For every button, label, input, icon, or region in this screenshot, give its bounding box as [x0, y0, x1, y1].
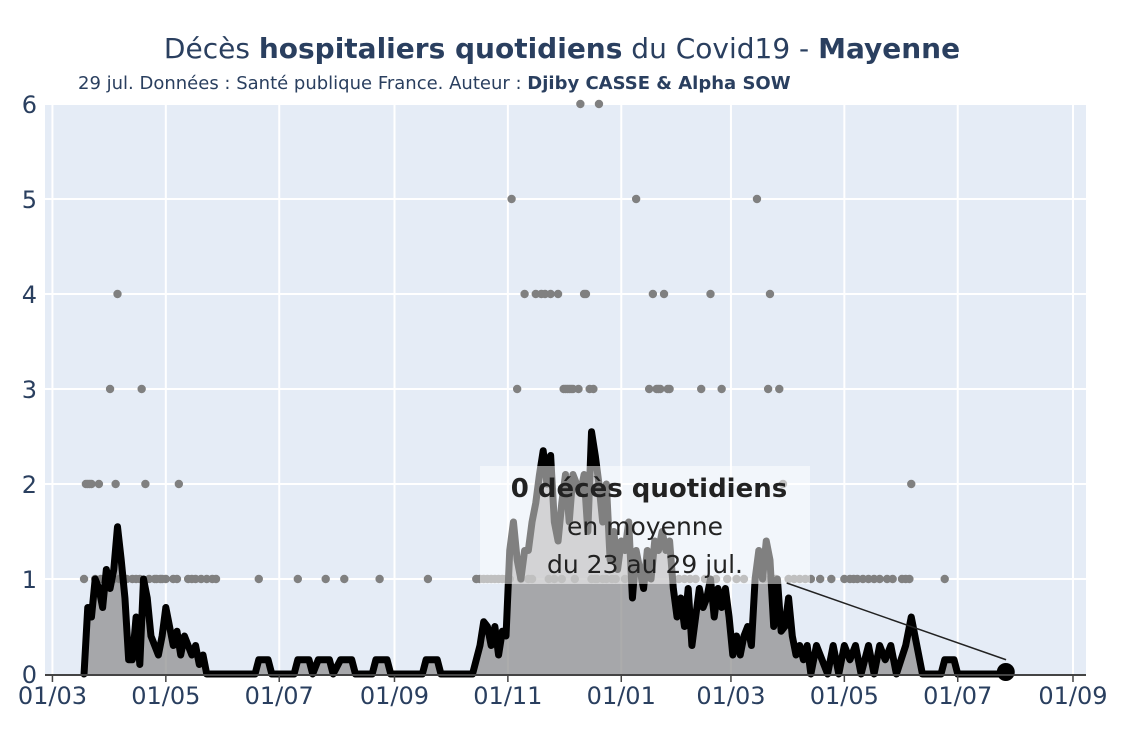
y-tick-label: 0: [22, 661, 37, 689]
data-point: [293, 574, 303, 584]
data-point: [644, 384, 654, 394]
data-point: [520, 289, 529, 299]
data-point: [815, 574, 825, 584]
y-tick-label: 4: [22, 281, 37, 309]
data-point: [581, 289, 591, 299]
y-tick-label: 3: [22, 376, 37, 404]
data-point: [763, 384, 773, 394]
annotation-headline: 0 décès quotidiens: [511, 474, 787, 504]
data-point: [172, 574, 182, 584]
chart-subtitle: 29 jul. Données : Santé publique France.…: [78, 73, 791, 94]
x-tick-label: 01/03: [18, 682, 87, 710]
x-tick-label: 01/05: [810, 682, 879, 710]
data-point: [141, 479, 150, 489]
data-point: [589, 384, 598, 394]
annotation: 0 décès quotidiens en moyenne du 23 au 2…: [480, 466, 810, 584]
data-point: [574, 384, 583, 394]
data-point: [765, 289, 775, 299]
data-point: [827, 574, 836, 584]
title-part: Décès: [164, 32, 259, 65]
data-point: [665, 384, 674, 394]
data-point: [697, 384, 706, 394]
x-tick-label: 01/09: [360, 682, 429, 710]
last-value-marker: [996, 663, 1015, 681]
data-point: [321, 574, 330, 584]
y-tick-label: 2: [22, 471, 37, 499]
data-point: [512, 384, 522, 394]
data-point: [940, 574, 949, 584]
data-point: [174, 479, 184, 489]
data-point: [87, 479, 96, 489]
data-point: [211, 574, 221, 584]
data-point: [79, 574, 89, 584]
annotation-line-3: du 23 au 29 jul.: [547, 550, 743, 579]
x-tick-label: 01/05: [131, 682, 200, 710]
data-point: [507, 194, 516, 204]
chart-title: Décès hospitaliers quotidiens du Covid19…: [164, 32, 960, 65]
x-tick-label: 01/11: [473, 682, 542, 710]
data-point: [905, 574, 914, 584]
x-axis: 01/03 01/05 01/07 01/09 01/11 01/01 01/03 01/05…: [18, 674, 1108, 710]
last-value-dot: [996, 663, 1015, 681]
y-tick-label: 5: [22, 186, 37, 214]
data-point: [254, 574, 263, 584]
data-point: [706, 289, 715, 299]
y-tick-label: 1: [22, 566, 37, 594]
data-point: [137, 384, 146, 394]
x-tick-label: 01/09: [1038, 682, 1107, 710]
data-point: [340, 574, 349, 584]
data-point: [546, 289, 555, 299]
data-point: [161, 574, 171, 584]
data-point: [907, 479, 916, 489]
data-point: [553, 289, 563, 299]
x-tick-label: 01/03: [696, 682, 765, 710]
data-point: [375, 574, 384, 584]
data-point: [659, 289, 669, 299]
x-tick-label: 01/07: [923, 682, 992, 710]
data-point: [111, 479, 120, 489]
title-part: Mayenne: [818, 32, 960, 65]
data-point: [775, 384, 784, 394]
title-part: 29 jul. Données : Santé publique France.…: [78, 73, 527, 94]
title-part: Djiby CASSE & Alpha SOW: [527, 73, 790, 94]
annotation-arrow: [786, 582, 1007, 661]
data-point: [717, 384, 726, 394]
x-tick-label: 01/01: [587, 682, 656, 710]
y-tick-label: 6: [22, 91, 37, 119]
data-point: [594, 99, 604, 109]
data-point: [656, 384, 665, 394]
annotation-arrow-line: [786, 582, 1007, 661]
data-point: [888, 574, 897, 584]
annotation-line-2: en moyenne: [567, 512, 723, 541]
data-point: [631, 194, 641, 204]
data-point: [752, 194, 762, 204]
title-part: du Covid19 -: [622, 32, 818, 65]
data-point: [576, 99, 585, 109]
annotation-box: [480, 466, 810, 584]
data-point: [875, 574, 884, 584]
title-part: hospitaliers quotidiens: [259, 32, 623, 65]
data-point: [423, 574, 433, 584]
data-point: [94, 479, 104, 489]
y-axis: 0 1 2 3 4 5 6: [22, 91, 37, 689]
x-tick-label: 01/07: [245, 682, 314, 710]
data-point: [113, 289, 122, 299]
data-point: [105, 384, 115, 394]
data-point: [648, 289, 658, 299]
